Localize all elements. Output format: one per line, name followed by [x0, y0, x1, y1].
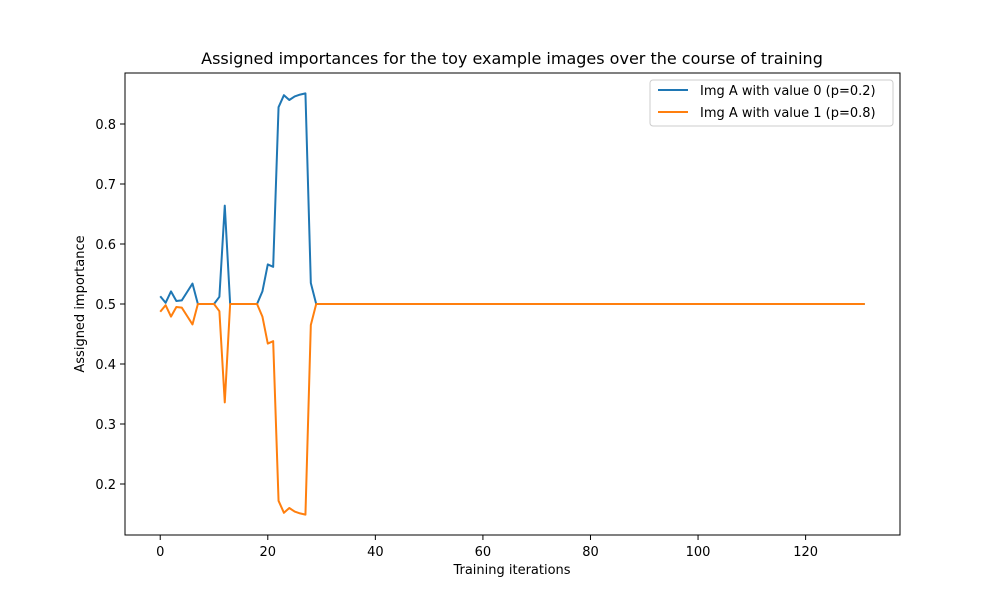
- x-axis-label: Training iterations: [452, 563, 570, 578]
- legend-label-series-1: Img A with value 1 (p=0.8): [700, 106, 876, 121]
- chart-title: Assigned importances for the toy example…: [201, 49, 823, 68]
- y-tick-label: 0.6: [95, 238, 116, 253]
- x-tick-label: 120: [793, 545, 818, 560]
- x-tick-label: 60: [475, 545, 492, 560]
- x-tick-label: 40: [367, 545, 384, 560]
- y-tick-label: 0.2: [95, 478, 116, 493]
- x-tick-label: 20: [260, 545, 277, 560]
- y-axis-label: Assigned importance: [73, 235, 88, 372]
- x-tick-label: 100: [686, 545, 711, 560]
- y-axis: 0.2 0.3 0.4 0.5 0.6 0.7 0.8: [95, 118, 125, 493]
- x-tick-label: 0: [156, 545, 164, 560]
- y-tick-label: 0.7: [95, 178, 116, 193]
- series-layer: [160, 93, 865, 514]
- y-tick-label: 0.8: [95, 118, 116, 133]
- x-axis: 0 20 40 60 80 100 120: [156, 535, 818, 560]
- legend: Img A with value 0 (p=0.2) Img A with va…: [650, 80, 893, 126]
- y-tick-label: 0.5: [95, 298, 116, 313]
- y-tick-label: 0.4: [95, 358, 116, 373]
- series-line-1: [160, 304, 865, 515]
- x-tick-label: 80: [582, 545, 599, 560]
- legend-label-series-0: Img A with value 0 (p=0.2): [700, 84, 876, 99]
- y-tick-label: 0.3: [95, 418, 116, 433]
